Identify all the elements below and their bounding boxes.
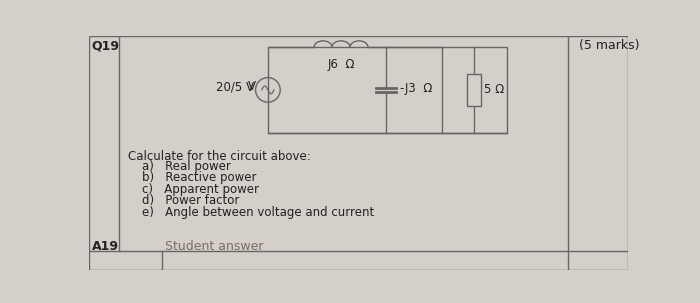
Text: a)   Real power: a) Real power: [141, 160, 230, 173]
Text: Student answer: Student answer: [165, 240, 264, 253]
Text: e)   Angle between voltage and current: e) Angle between voltage and current: [141, 206, 374, 219]
Text: -J3  Ω: -J3 Ω: [400, 82, 433, 95]
Text: 5 Ω: 5 Ω: [484, 83, 505, 96]
Bar: [468, 74, 481, 106]
Text: V: V: [248, 80, 256, 93]
Text: (5 marks): (5 marks): [579, 39, 640, 52]
Bar: [268, 47, 507, 133]
Text: c)   Apparent power: c) Apparent power: [141, 183, 258, 196]
Text: b)   Reactive power: b) Reactive power: [141, 171, 256, 184]
Text: Q19: Q19: [92, 39, 120, 52]
Text: Calculate for the circuit above:: Calculate for the circuit above:: [127, 150, 311, 163]
Text: J6  Ω: J6 Ω: [328, 58, 355, 71]
Text: d)   Power factor: d) Power factor: [141, 194, 239, 207]
Text: A19: A19: [92, 240, 118, 253]
Text: 20/5 V: 20/5 V: [216, 80, 253, 93]
